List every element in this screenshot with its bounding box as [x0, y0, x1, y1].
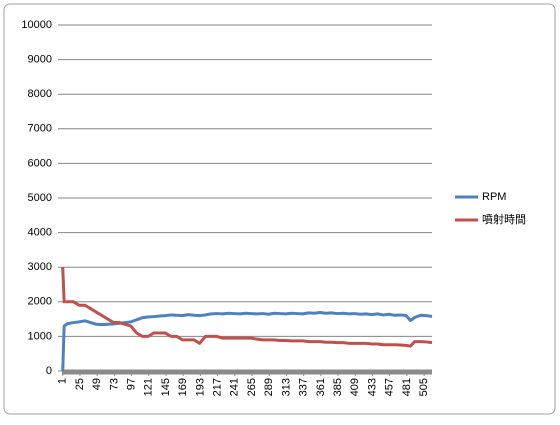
- x-tick-label: 361: [315, 378, 327, 396]
- x-tick-label: 457: [384, 378, 396, 396]
- x-tick-label: 1: [57, 378, 69, 384]
- x-tick-label: 265: [246, 378, 258, 396]
- x-tick-label: 193: [194, 378, 206, 396]
- x-tick-label: 73: [108, 378, 120, 390]
- x-tick-label: 505: [418, 378, 430, 396]
- x-tick-label: 409: [349, 378, 361, 396]
- x-tick-label: 481: [401, 378, 413, 396]
- y-tick-label: 8000: [28, 88, 52, 100]
- x-tick-label: 385: [332, 378, 344, 396]
- y-tick-label: 5000: [28, 192, 52, 204]
- x-tick-label: 169: [177, 378, 189, 396]
- x-tick-label: 25: [74, 378, 86, 390]
- x-tick-label: 433: [366, 378, 378, 396]
- y-tick-label: 0: [46, 365, 52, 377]
- y-tick-label: 6000: [28, 157, 52, 169]
- x-tick-label: 313: [280, 378, 292, 396]
- x-tick-label: 217: [212, 378, 224, 396]
- legend-label: 噴射時間: [482, 212, 526, 226]
- legend-label: RPM: [482, 191, 506, 203]
- y-tick-label: 4000: [28, 227, 52, 239]
- x-tick-label: 97: [125, 378, 137, 390]
- chart-border: [3, 3, 556, 415]
- x-tick-label: 241: [229, 378, 241, 396]
- x-tick-label: 121: [143, 378, 155, 396]
- y-tick-label: 3000: [28, 261, 52, 273]
- y-tick-label: 2000: [28, 296, 52, 308]
- series-line: [61, 267, 433, 348]
- x-tick-label: 49: [91, 378, 103, 390]
- y-tick-label: 10000: [21, 19, 52, 31]
- x-tick-label: 145: [160, 378, 172, 396]
- x-tick-label: 337: [298, 378, 310, 396]
- y-tick-label: 9000: [28, 54, 52, 66]
- x-tick-label: 289: [263, 378, 275, 396]
- y-tick-label: 1000: [28, 330, 52, 342]
- y-tick-label: 7000: [28, 123, 52, 135]
